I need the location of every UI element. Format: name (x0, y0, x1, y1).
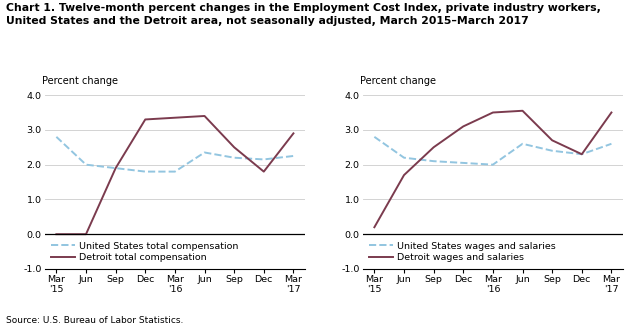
United States wages and salaries (400, 156, 408, 160)
Detroit wages and salaries (519, 109, 527, 113)
United States total compensation (53, 135, 60, 139)
Detroit total compensation (260, 170, 268, 174)
United States wages and salaries (371, 135, 378, 139)
United States total compensation (289, 154, 297, 158)
Legend: United States wages and salaries, Detroit wages and salaries: United States wages and salaries, Detroi… (367, 240, 558, 264)
United States wages and salaries (519, 142, 527, 146)
United States wages and salaries (578, 152, 586, 156)
Text: Percent change: Percent change (41, 76, 118, 86)
Detroit total compensation (171, 116, 179, 120)
United States wages and salaries (430, 159, 438, 163)
United States total compensation (201, 151, 209, 154)
Detroit total compensation (82, 232, 90, 236)
Detroit total compensation (230, 145, 238, 149)
United States total compensation (82, 163, 90, 167)
Detroit total compensation (112, 166, 120, 170)
Line: United States total compensation: United States total compensation (57, 137, 293, 172)
Line: Detroit total compensation: Detroit total compensation (57, 116, 293, 234)
Detroit wages and salaries (430, 145, 438, 149)
Text: Percent change: Percent change (359, 76, 436, 86)
Detroit wages and salaries (371, 225, 378, 229)
Detroit total compensation (289, 132, 297, 135)
Legend: United States total compensation, Detroit total compensation: United States total compensation, Detroi… (49, 240, 241, 264)
United States total compensation (171, 170, 179, 174)
Line: United States wages and salaries: United States wages and salaries (375, 137, 611, 165)
United States wages and salaries (548, 149, 556, 153)
Detroit wages and salaries (578, 152, 586, 156)
Detroit wages and salaries (489, 111, 497, 114)
Detroit wages and salaries (459, 124, 467, 128)
United States wages and salaries (489, 163, 497, 167)
United States total compensation (141, 170, 149, 174)
Detroit wages and salaries (400, 173, 408, 177)
Text: Source: U.S. Bureau of Labor Statistics.: Source: U.S. Bureau of Labor Statistics. (6, 316, 184, 325)
United States total compensation (112, 166, 120, 170)
Detroit total compensation (141, 117, 149, 121)
Line: Detroit wages and salaries: Detroit wages and salaries (375, 111, 611, 227)
United States wages and salaries (459, 161, 467, 165)
Detroit total compensation (201, 114, 209, 118)
United States wages and salaries (607, 142, 615, 146)
Detroit wages and salaries (548, 138, 556, 142)
Detroit total compensation (53, 232, 60, 236)
United States total compensation (260, 157, 268, 161)
Text: Chart 1. Twelve-month percent changes in the Employment Cost Index, private indu: Chart 1. Twelve-month percent changes in… (6, 3, 601, 27)
United States total compensation (230, 156, 238, 160)
Detroit wages and salaries (607, 111, 615, 114)
